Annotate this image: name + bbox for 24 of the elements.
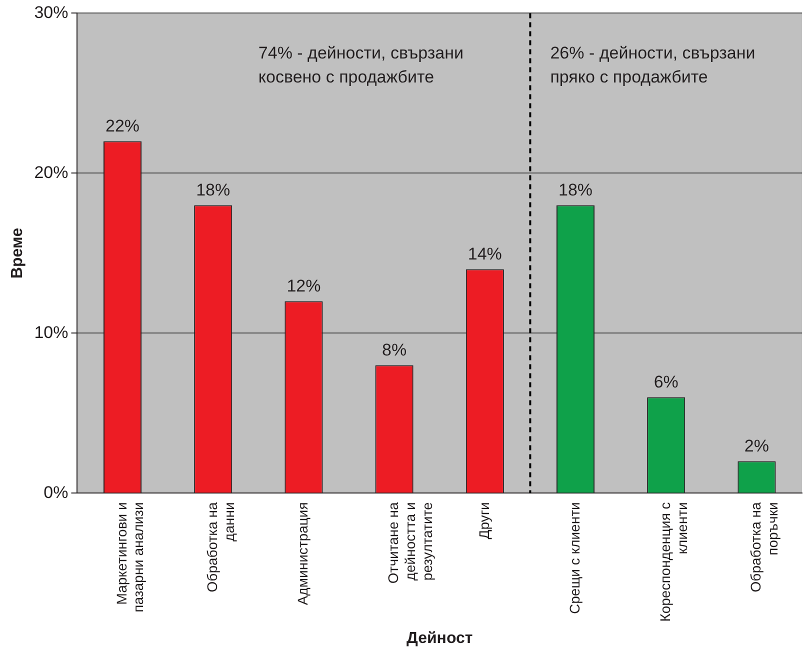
x-tick-label: Други	[476, 502, 492, 540]
data-label: 22%	[106, 116, 140, 136]
annotation: 74% - дейности, свързани косвено с продажбите	[258, 43, 464, 86]
y-tick-label: 10%	[34, 322, 68, 342]
y-axis-title: Време	[9, 228, 26, 279]
data-label: 14%	[468, 244, 502, 264]
x-tick-label: Администрация	[294, 502, 311, 606]
data-label: 18%	[558, 180, 593, 200]
x-tick-label: Обработка на поръчки	[748, 502, 780, 592]
data-label: 18%	[196, 180, 230, 200]
annotation: 26% - дейности, свързани пряко с продажбите	[550, 43, 756, 86]
y-tick-label: 30%	[34, 2, 68, 22]
data-label: 12%	[286, 276, 321, 296]
x-tick-label: Обработка на данни	[204, 502, 237, 592]
data-label: 8%	[382, 340, 407, 360]
data-label: 6%	[654, 372, 678, 392]
x-tick-label: Срещи с клиенти	[566, 502, 582, 614]
data-label: 2%	[744, 436, 769, 456]
y-tick-label: 20%	[34, 162, 68, 182]
x-tick-label: Отчитане на дейността и резултатите	[385, 502, 435, 584]
x-tick-label: Маркетингови и пазарни анализи	[113, 502, 146, 612]
x-axis-title: Дейност	[406, 630, 473, 647]
x-tick-label: Кореспонденция с клиенти	[656, 502, 690, 622]
y-tick-label: 0%	[44, 482, 68, 502]
